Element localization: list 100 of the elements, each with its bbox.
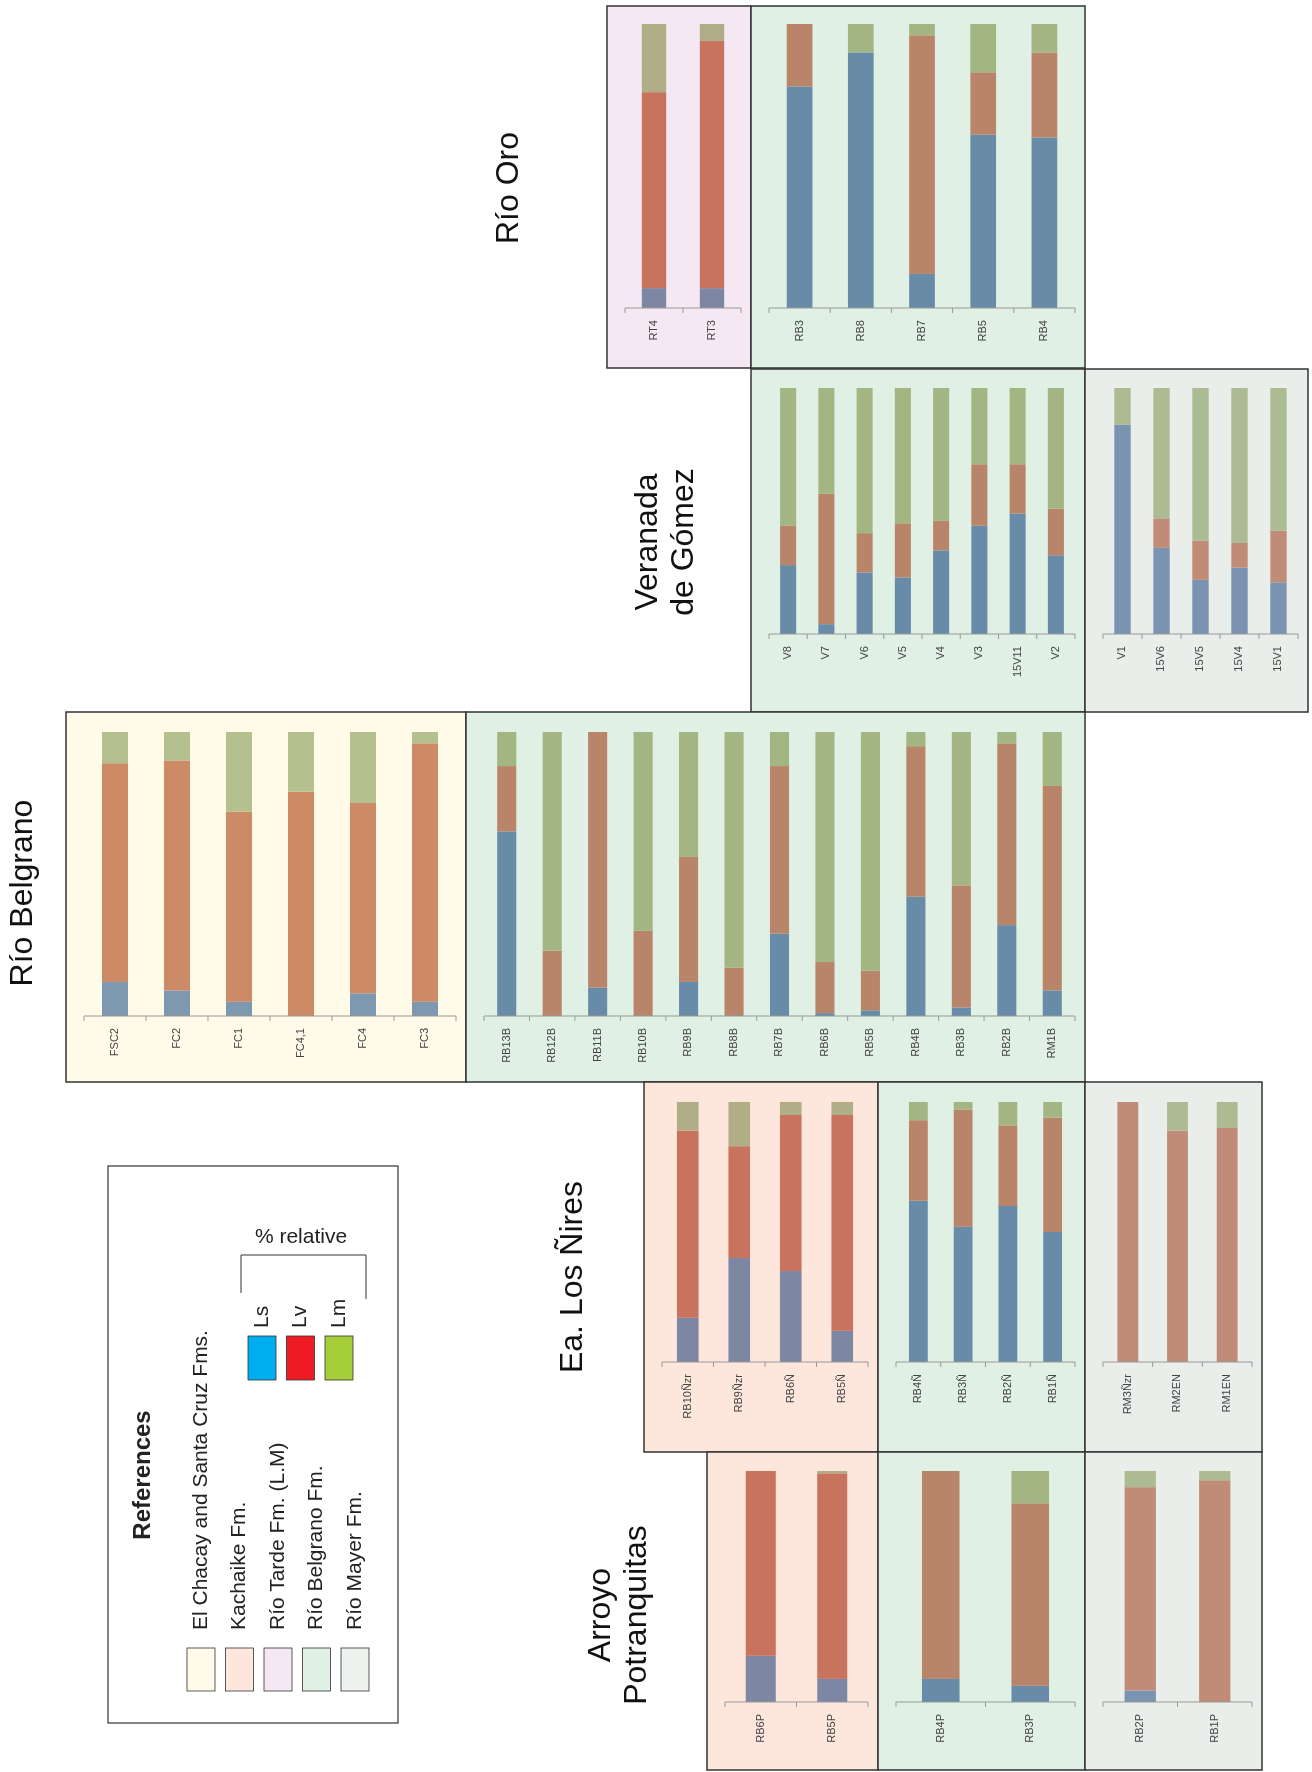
bar [860, 732, 880, 971]
bar [1047, 555, 1064, 634]
bar [860, 970, 880, 1011]
bar [1009, 513, 1026, 634]
bar [847, 52, 874, 308]
x-tick-label: RB4Ñ [911, 1373, 924, 1404]
text: Río Oro [489, 131, 526, 245]
bar [831, 1330, 854, 1362]
x-tick-label: V5 [895, 646, 908, 660]
x-tick-label: RB3B [954, 1028, 967, 1057]
x-tick-label: FC2 [169, 1028, 182, 1049]
text: Río Tarde Fm. (L.M) [264, 1442, 288, 1630]
bar [906, 732, 926, 747]
x-tick-label: RB7B [772, 1028, 785, 1057]
x-tick-label: RB5B [863, 1028, 876, 1057]
bar [1042, 990, 1062, 1016]
bar [1042, 785, 1062, 991]
x-tick-label: RB3P [1023, 1714, 1036, 1743]
x-tick-label: RB6B [817, 1028, 830, 1057]
bar [856, 572, 873, 634]
bar [679, 732, 699, 857]
x-tick-label: RB4B [908, 1028, 921, 1057]
x-tick-label: RB2Ñ [1000, 1373, 1013, 1404]
bar [933, 550, 950, 634]
bar [676, 1102, 699, 1131]
bar [633, 732, 653, 931]
bar [769, 933, 790, 1016]
bar [1199, 1471, 1231, 1481]
text: Kachaike Fm. [226, 1501, 250, 1630]
x-tick-label: RB1P [1207, 1714, 1220, 1743]
bar [1009, 388, 1026, 465]
bar [497, 831, 517, 1016]
bar [724, 732, 744, 968]
bar [1192, 540, 1209, 580]
x-tick-label: RB9Ñzr [732, 1373, 745, 1413]
bar [909, 24, 935, 36]
bar [1011, 1503, 1050, 1686]
text: El Chacay and Santa Cruz Fms. [187, 1330, 211, 1630]
bar [1199, 1480, 1231, 1702]
x-tick-label: RB10B [636, 1028, 649, 1063]
bar [1031, 137, 1058, 308]
bar [225, 811, 253, 1002]
bar [769, 732, 790, 767]
bar [1270, 388, 1287, 531]
x-tick-label: RB3Ñ [956, 1373, 969, 1404]
bar [101, 763, 129, 982]
bar [908, 1200, 928, 1362]
bar [699, 24, 725, 42]
bar [1231, 567, 1248, 634]
text: Lm [325, 1298, 349, 1328]
bar [1192, 579, 1209, 634]
x-tick-label: FC4 [355, 1028, 368, 1049]
bar [349, 803, 377, 994]
bar [1231, 388, 1248, 543]
x-tick-label: V2 [1048, 646, 1061, 660]
text: Veranada de Gómez [628, 468, 701, 616]
bar [998, 1206, 1018, 1362]
bar [1114, 424, 1131, 634]
bar [817, 1678, 848, 1702]
bar [1153, 388, 1170, 519]
bar [921, 1678, 960, 1702]
bar [745, 1471, 776, 1656]
bar [909, 273, 935, 308]
bar [679, 981, 699, 1016]
bar [163, 990, 191, 1016]
x-tick-label: RB7 [914, 320, 927, 342]
x-tick-label: RB6Ñ [783, 1373, 796, 1404]
bar [951, 1007, 971, 1016]
bar [411, 1001, 439, 1016]
bar [894, 577, 911, 634]
x-tick-label: RB13B [499, 1028, 512, 1063]
bar [728, 1102, 751, 1147]
x-tick-label: 15V1 [1271, 646, 1284, 672]
x-tick-label: FC1 [231, 1028, 244, 1049]
x-tick-label: RB5P [825, 1714, 838, 1743]
bar [1043, 1102, 1063, 1118]
bar [633, 930, 653, 1016]
bar [1009, 464, 1026, 514]
bar [921, 1471, 960, 1679]
bar [349, 732, 377, 803]
bar [856, 533, 873, 573]
bar [287, 791, 315, 1016]
bar [894, 388, 911, 524]
x-tick-label: 15V4 [1232, 646, 1245, 672]
x-tick-label: V8 [781, 646, 794, 660]
x-tick-label: 15V11 [1010, 646, 1023, 677]
bar [225, 1001, 253, 1016]
bar [588, 732, 608, 988]
bar [1124, 1487, 1156, 1691]
x-tick-label: V1 [1115, 646, 1128, 660]
bar [411, 743, 439, 1002]
x-tick-label: FSC2 [107, 1028, 120, 1057]
bar [780, 565, 797, 634]
bar [997, 925, 1017, 1016]
x-tick-label: RB5 [976, 320, 989, 342]
bar [953, 1109, 973, 1227]
bar [728, 1258, 751, 1362]
text: Ea. Los Ñires [553, 1180, 590, 1374]
bar [1192, 388, 1209, 541]
bar [815, 732, 835, 963]
